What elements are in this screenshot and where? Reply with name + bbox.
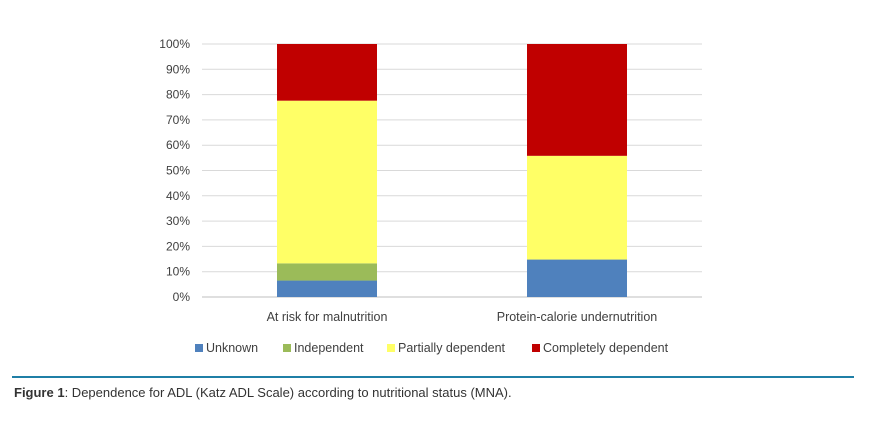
y-tick-label: 90%: [166, 62, 190, 76]
legend-label: Completely dependent: [543, 341, 669, 355]
y-axis-ticks: 0% 10% 20% 30% 40% 50% 60% 70% 80% 90% 100%: [159, 37, 190, 304]
legend-swatch: [283, 344, 291, 352]
y-tick-label: 80%: [166, 88, 190, 102]
y-tick-label: 20%: [166, 239, 190, 253]
bar-segment: [277, 44, 377, 101]
bar-segment: [527, 259, 627, 297]
bar-segment: [527, 44, 627, 156]
bar-segment: [277, 100, 377, 264]
legend: Unknown Independent Partially dependent Com…: [195, 341, 669, 355]
x-category-label: Protein-calorie undernutrition: [497, 310, 658, 324]
x-axis-categories: At risk for malnutrition Protein-calorie …: [267, 310, 658, 324]
legend-label: Independent: [294, 341, 364, 355]
y-tick-label: 100%: [159, 37, 190, 51]
bar-segment: [277, 280, 377, 297]
y-tick-label: 30%: [166, 214, 190, 228]
y-tick-label: 50%: [166, 164, 190, 178]
legend-label: Partially dependent: [398, 341, 506, 355]
legend-swatch: [387, 344, 395, 352]
caption-divider: [12, 376, 854, 378]
bar-segment: [527, 155, 627, 260]
stacked-bar-chart: 0% 10% 20% 30% 40% 50% 60% 70% 80% 90% 100% At ris…: [159, 37, 702, 355]
y-tick-label: 60%: [166, 138, 190, 152]
bars: [277, 44, 627, 297]
figure-caption: Figure 1: Dependence for ADL (Katz ADL S…: [14, 385, 512, 400]
y-tick-label: 70%: [166, 113, 190, 127]
y-tick-label: 0%: [173, 290, 191, 304]
bar-segment: [277, 263, 377, 281]
y-tick-label: 40%: [166, 189, 190, 203]
x-category-label: At risk for malnutrition: [267, 310, 388, 324]
legend-swatch: [532, 344, 540, 352]
caption-text: : Dependence for ADL (Katz ADL Scale) ac…: [64, 385, 512, 400]
caption-label: Figure 1: [14, 385, 65, 400]
legend-label: Unknown: [206, 341, 258, 355]
legend-swatch: [195, 344, 203, 352]
y-tick-label: 10%: [166, 265, 190, 279]
